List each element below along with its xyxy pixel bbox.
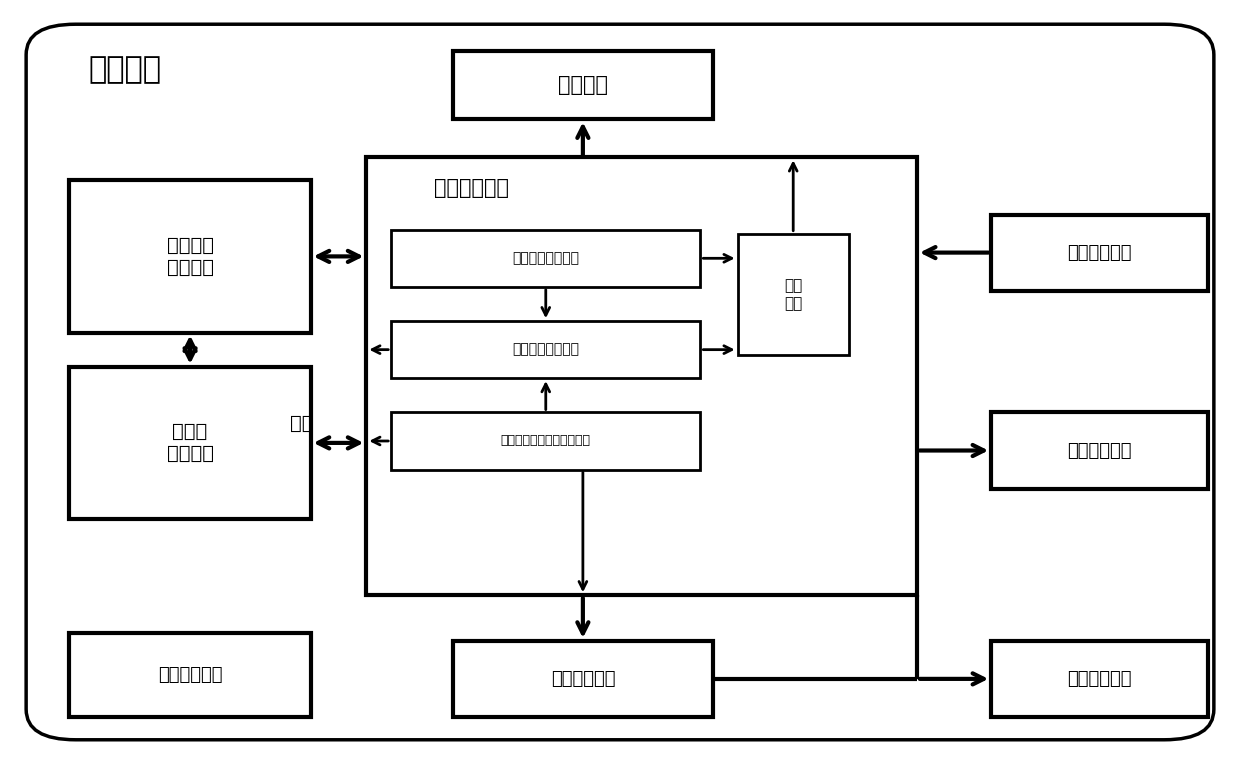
- Text: 同步: 同步: [290, 414, 314, 433]
- Text: 电源管理模块: 电源管理模块: [157, 666, 222, 684]
- FancyBboxPatch shape: [69, 633, 311, 717]
- Text: 脑电数据处理模块: 脑电数据处理模块: [512, 251, 579, 265]
- FancyBboxPatch shape: [69, 180, 311, 332]
- Text: 数据输出模块: 数据输出模块: [1068, 670, 1132, 688]
- FancyBboxPatch shape: [991, 413, 1208, 488]
- FancyBboxPatch shape: [991, 215, 1208, 290]
- Text: 脑电信号
采集模块: 脑电信号 采集模块: [166, 236, 213, 277]
- Text: 主控制器: 主控制器: [88, 56, 161, 84]
- Text: 中央处理单元: 中央处理单元: [434, 178, 510, 198]
- Text: 判别
模块: 判别 模块: [784, 278, 802, 311]
- FancyBboxPatch shape: [391, 230, 701, 286]
- FancyBboxPatch shape: [738, 234, 849, 355]
- Text: 数据存储模块: 数据存储模块: [551, 670, 615, 688]
- FancyBboxPatch shape: [991, 641, 1208, 717]
- FancyBboxPatch shape: [453, 51, 713, 119]
- Text: 联合数据分析模块: 联合数据分析模块: [512, 342, 579, 357]
- Text: 脑血氧饱和度数据处理模块: 脑血氧饱和度数据处理模块: [501, 435, 590, 448]
- Text: 用户输入模块: 用户输入模块: [1068, 244, 1132, 261]
- FancyBboxPatch shape: [391, 321, 701, 378]
- FancyBboxPatch shape: [366, 157, 916, 595]
- Text: 红外光
收发模块: 红外光 收发模块: [166, 422, 213, 464]
- FancyBboxPatch shape: [26, 24, 1214, 740]
- Text: 报警单元: 报警单元: [558, 75, 608, 96]
- FancyBboxPatch shape: [391, 413, 701, 470]
- Text: 显示输出模块: 显示输出模块: [1068, 442, 1132, 459]
- FancyBboxPatch shape: [69, 367, 311, 519]
- FancyBboxPatch shape: [453, 641, 713, 717]
